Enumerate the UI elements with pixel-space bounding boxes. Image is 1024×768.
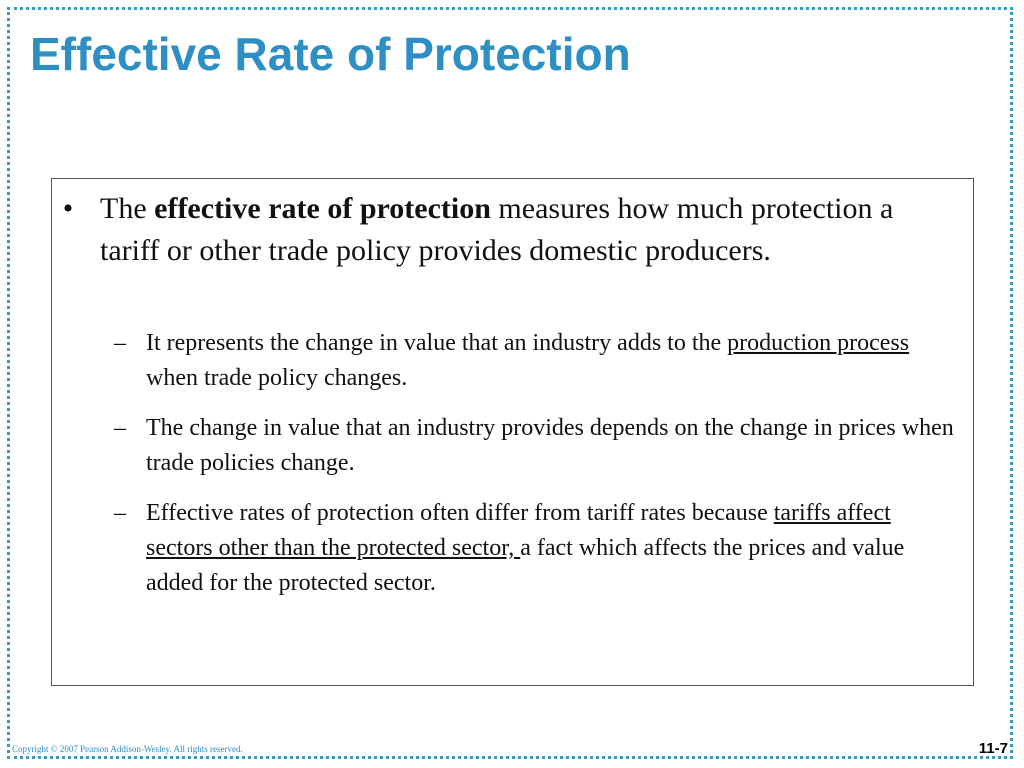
page-number: 11-7 [978, 740, 1008, 757]
sub-bullet-text-post: a fact which affects the prices and valu… [146, 535, 905, 596]
sub-bullet-1: – It represents the change in value that… [110, 326, 960, 396]
sub-bullet-3: – Effective rates of protection often di… [110, 496, 960, 601]
bullet-term: effective rate of protection [154, 192, 491, 225]
sub-bullet-marker: – [114, 500, 126, 526]
sub-bullet-underlined: production process [727, 330, 910, 356]
slide-border [7, 7, 1013, 759]
bullet-text-post: measures how much protection a tariff or… [100, 192, 894, 267]
sub-bullet-2: – The change in value that an industry p… [110, 411, 960, 481]
content-box [51, 178, 974, 686]
sub-bullet-text-pre: The change in value that an industry pro… [146, 415, 954, 476]
sub-bullet-text-pre: It represents the change in value that a… [146, 330, 728, 356]
bullet-text-pre: The [100, 192, 155, 225]
bullet-marker: • [62, 192, 74, 225]
sub-bullet-marker: – [114, 330, 126, 356]
slide-title: Effective Rate of Protection [30, 28, 631, 80]
sub-bullet-text-post: when trade policy changes. [146, 365, 408, 391]
sub-bullet-text-pre: Effective rates of protection often diff… [146, 500, 774, 526]
main-bullet: • The effective rate of protection measu… [48, 188, 948, 272]
copyright-footer: Copyright © 2007 Pearson Addison-Wesley.… [12, 744, 243, 754]
sub-bullet-underlined: tariffs affect sectors other than the pr… [146, 500, 891, 561]
sub-bullet-marker: – [114, 415, 126, 441]
